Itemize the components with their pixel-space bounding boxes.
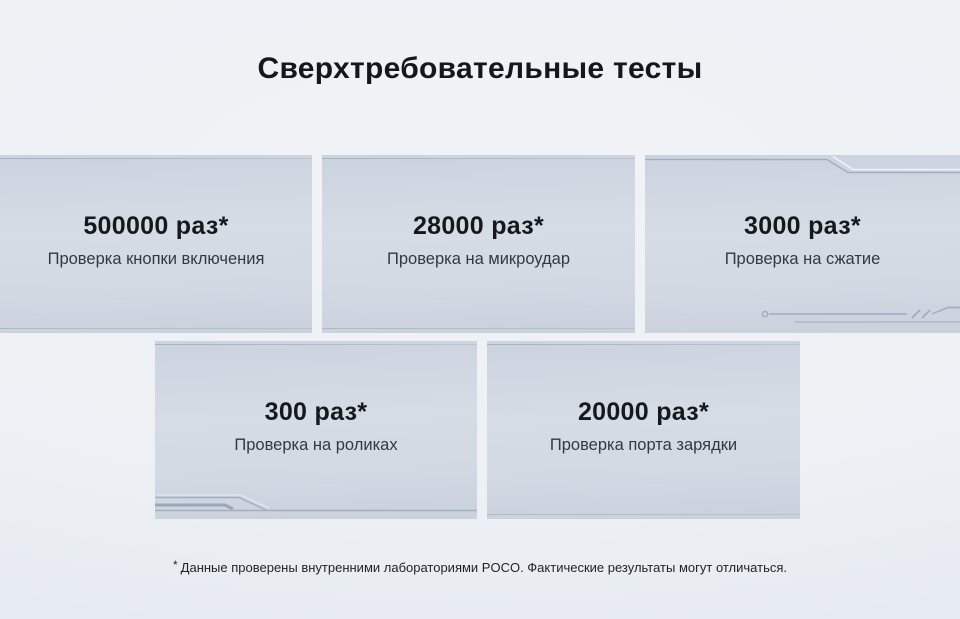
circuit-decoration-bottom-left-icon: [155, 493, 477, 519]
test-card-compression: 3000 раз* Проверка на сжатие: [645, 155, 960, 333]
test-card-micro-impact: 28000 раз* Проверка на микроудар: [322, 155, 635, 333]
test-card-power-button: 500000 раз* Проверка кнопки включения: [0, 155, 312, 333]
page-title: Сверхтребовательные тесты: [257, 52, 703, 85]
test-name: Проверка на сжатие: [724, 249, 881, 268]
test-name: Проверка на микроудар: [387, 249, 570, 268]
circuit-decoration-bottom-right-icon: [645, 305, 960, 333]
test-count: 300 раз*: [264, 397, 368, 426]
footnote-text: Данные проверены внутренними лаборатория…: [180, 560, 787, 575]
test-name: Проверка порта зарядки: [549, 435, 738, 454]
test-count: 20000 раз*: [577, 397, 710, 426]
test-name: Проверка кнопки включения: [47, 249, 265, 268]
test-name: Проверка на роликах: [234, 435, 398, 454]
test-count: 500000 раз*: [83, 211, 229, 240]
test-card-rollers: 300 раз* Проверка на роликах: [155, 341, 477, 519]
footnote: * Данные проверены внутренними лаборатори…: [0, 558, 960, 575]
test-count: 28000 раз*: [412, 211, 545, 240]
test-card-charging-port: 20000 раз* Проверка порта зарядки: [487, 341, 800, 519]
test-count: 3000 раз*: [744, 211, 861, 240]
circuit-decoration-top-right-icon: [645, 155, 960, 177]
footnote-asterisk: *: [172, 558, 178, 572]
